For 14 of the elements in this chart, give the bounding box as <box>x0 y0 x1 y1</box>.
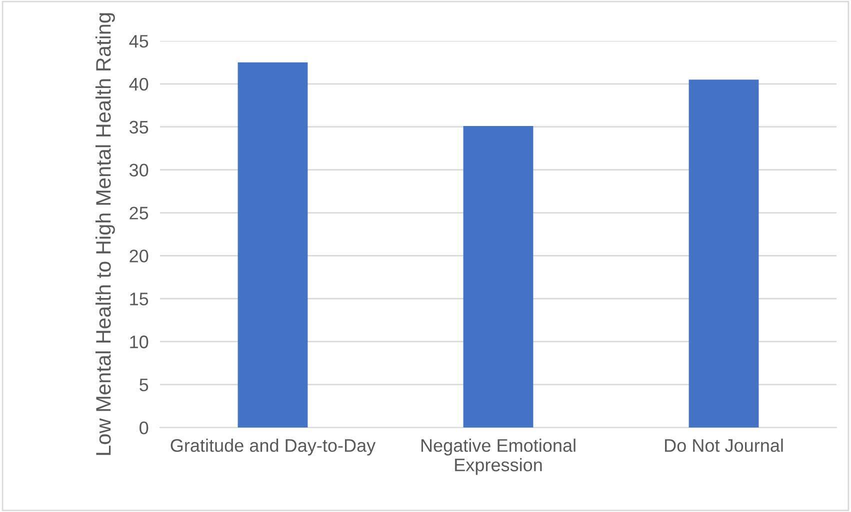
y-tick-label: 45 <box>129 35 148 48</box>
x-tick-label: Gratitude and Day-to-Day <box>170 438 376 456</box>
y-tick-label: 30 <box>129 164 148 177</box>
y-tick-label: 10 <box>130 336 148 348</box>
y-axis-title: Low Mental Health to High Mental Health Rating <box>95 13 115 455</box>
y-tick-label: 25 <box>130 206 148 220</box>
y-tick-label: 0 <box>140 421 148 434</box>
y-tick-label: 40 <box>129 78 148 91</box>
x-tick-label: Negative Emotional Expression <box>421 438 576 475</box>
y-tick-label: 35 <box>129 120 148 134</box>
y-tick-label: 5 <box>140 378 148 392</box>
y-tick-label: 15 <box>130 292 148 306</box>
y-tick-label: 20 <box>130 250 148 262</box>
x-tick-label: Do Not Journal <box>665 438 783 452</box>
